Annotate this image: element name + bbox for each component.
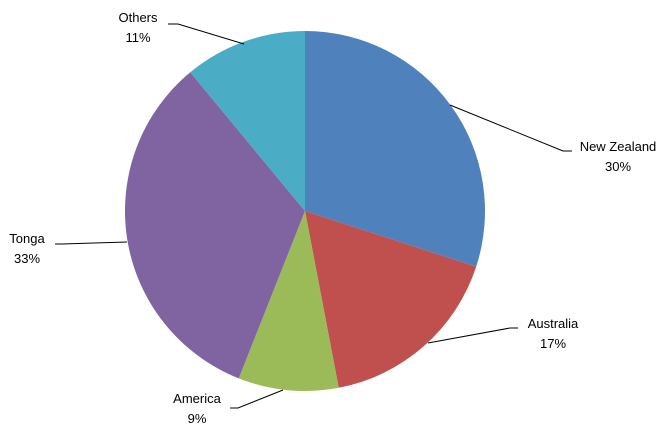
slice-category-label: America <box>173 391 221 406</box>
leader-line-others <box>168 23 245 45</box>
pie-slice-others <box>190 31 305 211</box>
pie-slice-new-zealand <box>305 31 485 267</box>
slice-label-new-zealand: New Zealand 30% <box>580 139 657 174</box>
leader-line-australia <box>427 327 518 344</box>
slice-label-tonga: Tonga 33% <box>9 231 45 266</box>
pie-slice-america <box>238 211 339 391</box>
slice-category-label: Tonga <box>9 231 45 246</box>
slice-percent-label: 9% <box>188 411 207 426</box>
pie-slice-tonga <box>125 72 305 379</box>
pie-slices <box>125 31 485 391</box>
slice-percent-label: 33% <box>14 251 40 266</box>
slice-percent-label: 17% <box>540 336 566 351</box>
slice-category-label: New Zealand <box>580 139 657 154</box>
slice-label-america: America 9% <box>173 391 221 426</box>
slice-label-others: Others 11% <box>118 10 158 45</box>
slice-category-label: Australia <box>528 316 579 331</box>
slice-percent-label: 30% <box>605 159 631 174</box>
leader-lines <box>55 23 572 409</box>
leader-line-tonga <box>55 241 128 245</box>
slice-label-australia: Australia 17% <box>528 316 579 351</box>
leader-line-new-zealand <box>449 104 572 152</box>
pie-slice-australia <box>305 211 477 388</box>
slice-labels: New Zealand 30% Australia 17% America 9% Tonga… <box>9 10 656 426</box>
slice-category-label: Others <box>118 10 158 25</box>
leader-line-america <box>230 389 284 409</box>
slice-percent-label: 11% <box>125 30 150 45</box>
